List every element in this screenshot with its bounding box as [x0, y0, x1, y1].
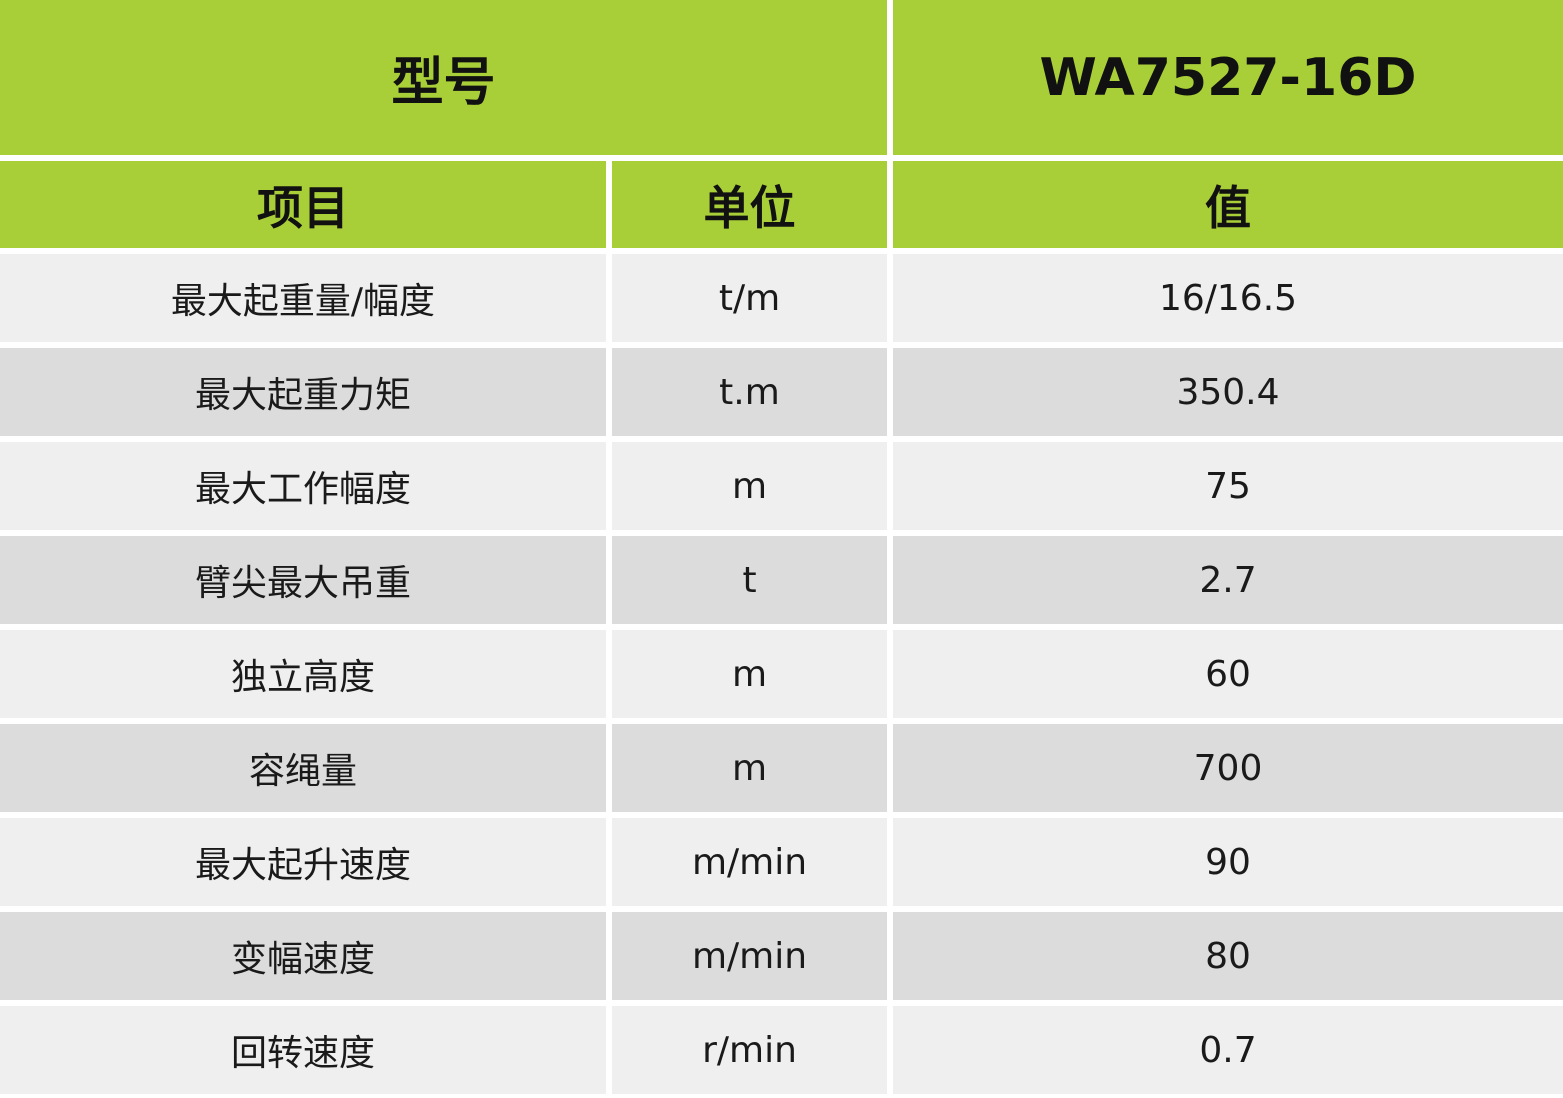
table-cell: 2.7	[893, 536, 1563, 624]
table-cell: 回转速度	[0, 1006, 606, 1094]
table-cell: 容绳量	[0, 724, 606, 812]
column-header: 值	[893, 161, 1563, 248]
table-cell: 独立高度	[0, 630, 606, 718]
table-cell: t	[612, 536, 887, 624]
table-cell: m	[612, 442, 887, 530]
column-header: 项目	[0, 161, 606, 248]
table-cell: m	[612, 724, 887, 812]
column-header: 单位	[612, 161, 887, 248]
table-cell: 最大工作幅度	[0, 442, 606, 530]
table-cell: 最大起升速度	[0, 818, 606, 906]
table-cell: m	[612, 630, 887, 718]
table-cell: 700	[893, 724, 1563, 812]
model-name: WA7527-16D	[893, 0, 1563, 155]
table-cell: m/min	[612, 818, 887, 906]
table-cell: 最大起重力矩	[0, 348, 606, 436]
table-cell: t/m	[612, 254, 887, 342]
table-cell: m/min	[612, 912, 887, 1000]
table-cell: 16/16.5	[893, 254, 1563, 342]
table-cell: r/min	[612, 1006, 887, 1094]
table-cell: 臂尖最大吊重	[0, 536, 606, 624]
table-cell: 60	[893, 630, 1563, 718]
table-cell: 最大起重量/幅度	[0, 254, 606, 342]
table-cell: t.m	[612, 348, 887, 436]
table-cell: 0.7	[893, 1006, 1563, 1094]
model-label: 型号	[0, 0, 887, 155]
table-cell: 变幅速度	[0, 912, 606, 1000]
table-cell: 75	[893, 442, 1563, 530]
table-cell: 90	[893, 818, 1563, 906]
table-cell: 80	[893, 912, 1563, 1000]
table-cell: 350.4	[893, 348, 1563, 436]
